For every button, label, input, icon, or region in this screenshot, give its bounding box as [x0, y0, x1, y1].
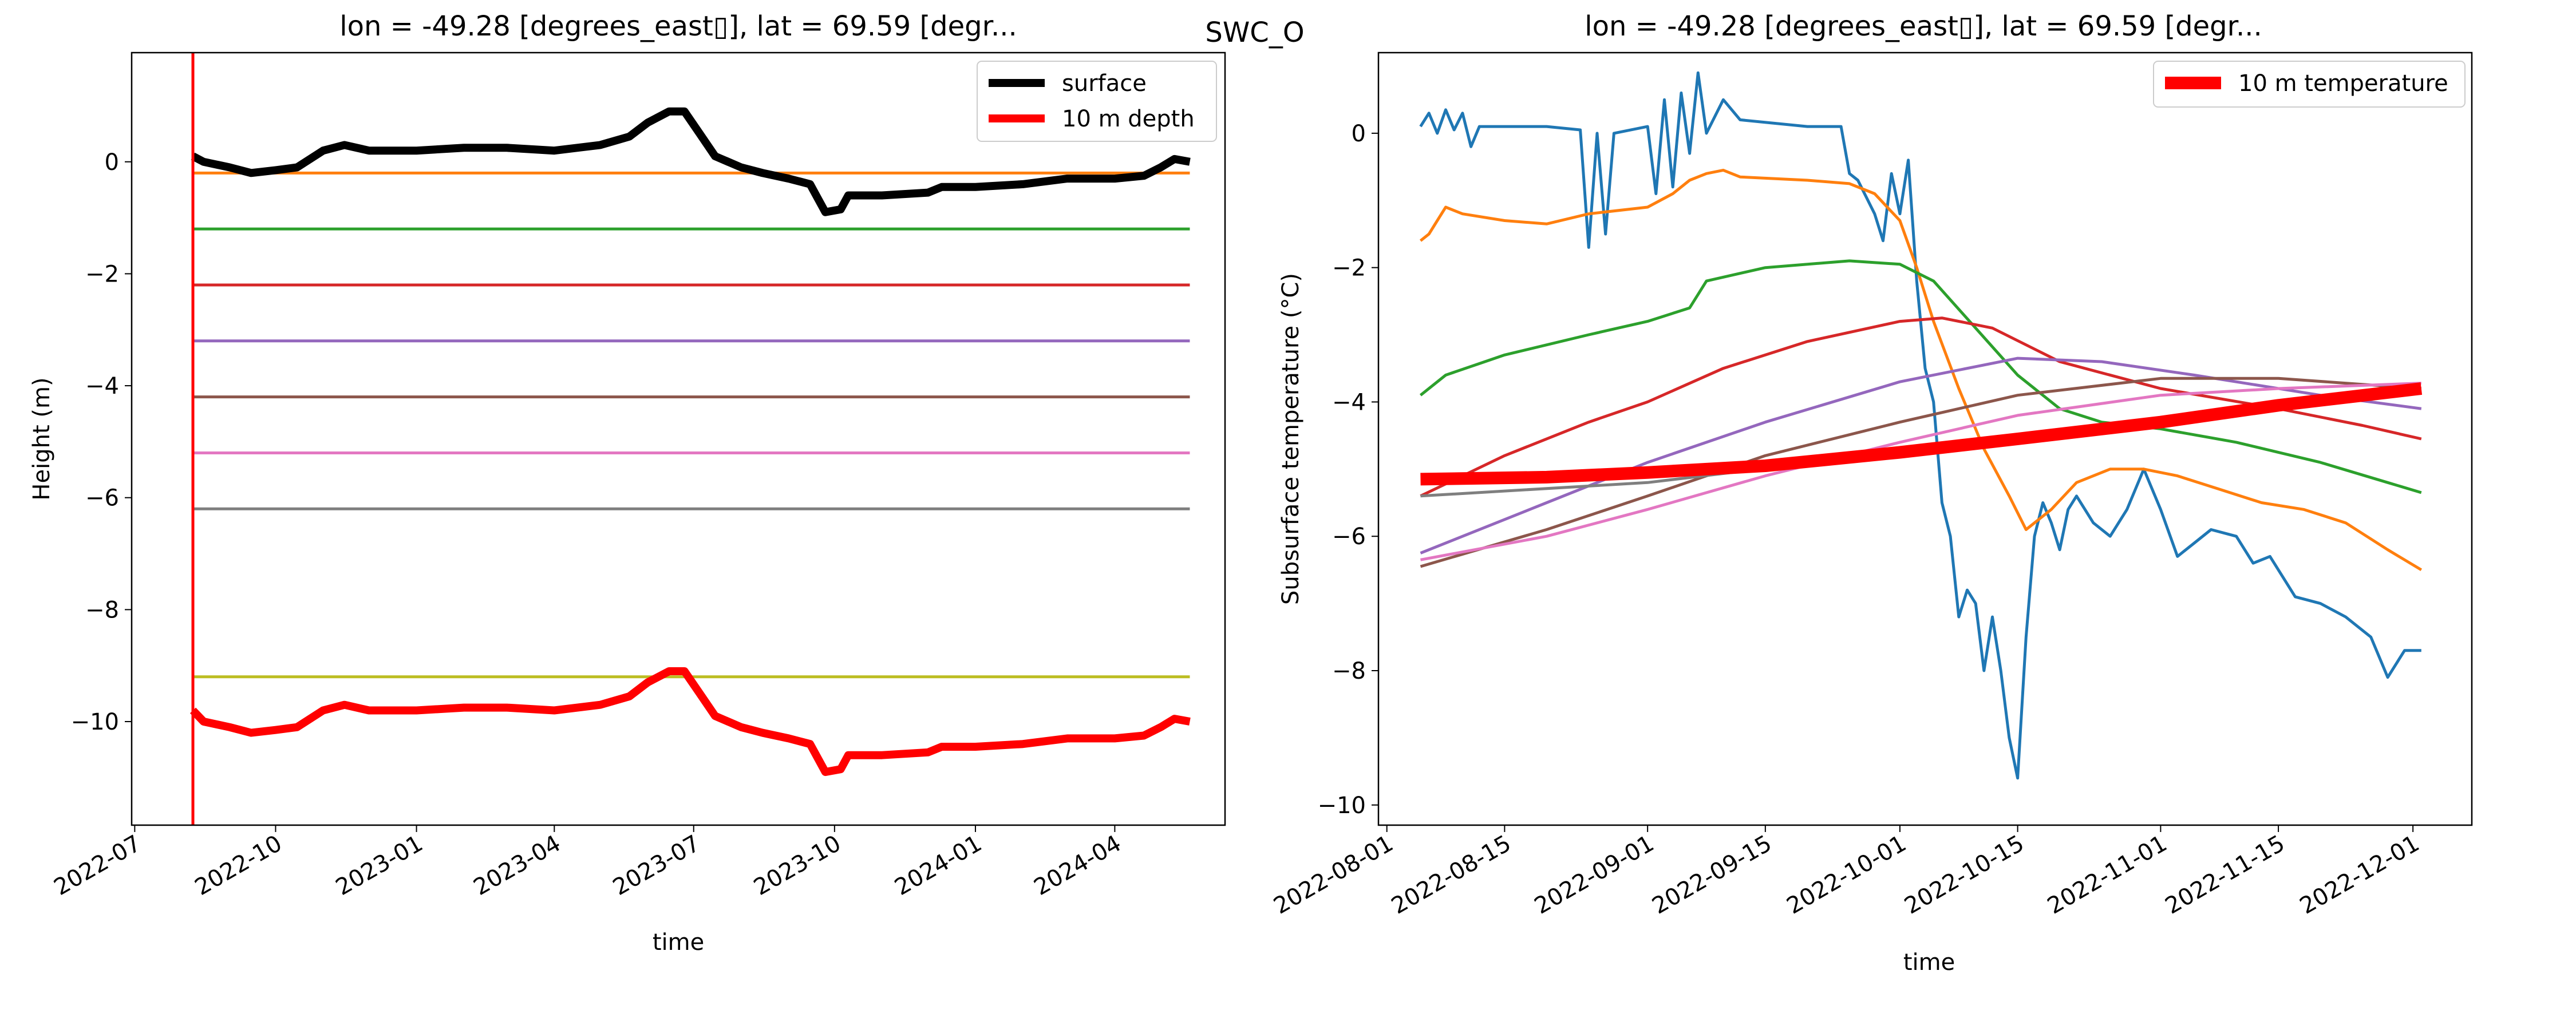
- height-chart-y-tick-label: −8: [85, 597, 119, 623]
- temperature-chart: lon = -49.28 [degrees_east▯], lat = 69.5…: [1269, 10, 2473, 976]
- height-chart-y-tick-label: −6: [85, 485, 119, 512]
- temperature-chart-y-tick-label: −10: [1318, 793, 1366, 819]
- temperature-depth-series-line: [1420, 356, 2422, 554]
- temperature-chart-x-tick-label: 2022-12-01: [2296, 830, 2424, 920]
- temperature-chart-x-label: time: [1903, 949, 1955, 976]
- figure-suptitle: SWC_O: [1205, 17, 1304, 49]
- temperature-chart-x-tick-label: 2022-11-15: [2161, 830, 2289, 920]
- temperature-chart-x-tick-label: 2022-09-01: [1530, 830, 1658, 920]
- height-chart-x-tick-label: 2023-07: [609, 830, 705, 901]
- height-chart-x-tick-label: 2024-04: [1030, 830, 1126, 901]
- height-chart-x-tick-label: 2022-07: [50, 830, 146, 901]
- temperature-chart-x-tick-label: 2022-08-01: [1269, 830, 1397, 920]
- height-chart-plot-area: [189, 53, 1191, 825]
- temperature-chart-x-tick-label: 2022-10-01: [1783, 830, 1911, 920]
- surface-series-line: [191, 107, 1191, 216]
- height-chart-y-ticks: 0 −2 −4 −6 −8 −10: [71, 149, 132, 735]
- legend-label-surface: surface: [1062, 70, 1147, 97]
- height-chart-x-ticks: 2022-07 2022-10 2023-01 2023-04 2023-07 2023-…: [50, 825, 1126, 901]
- height-chart-x-tick-label: 2024-01: [890, 830, 986, 901]
- temperature-chart-legend-box: [2153, 61, 2466, 108]
- temperature-chart-legend: 10 m temperature: [2153, 61, 2466, 108]
- height-chart-y-tick-label: 0: [105, 149, 119, 176]
- temperature-chart-x-tick-label: 2022-11-01: [2043, 830, 2171, 920]
- height-chart-y-label: Height (m): [29, 377, 55, 500]
- height-chart-x-tick-label: 2023-01: [331, 830, 428, 901]
- temperature-chart-y-tick-label: −4: [1332, 389, 1366, 415]
- legend-label-10m-depth: 10 m depth: [1062, 106, 1195, 132]
- height-chart-x-label: time: [653, 929, 704, 956]
- height-chart-x-tick-label: 2023-10: [749, 830, 846, 901]
- temperature-chart-y-ticks: 0 −2 −4 −6 −8 −10: [1318, 121, 1378, 819]
- temperature-depth-series-line: [1419, 259, 2422, 494]
- height-chart-y-tick-label: −2: [85, 261, 119, 287]
- temperature-chart-y-tick-label: −2: [1332, 255, 1366, 282]
- temperature-chart-y-label: Subsurface temperature (°C): [1278, 273, 1304, 605]
- temperature-chart-x-tick-label: 2022-08-15: [1387, 830, 1515, 920]
- height-chart-y-tick-label: −10: [71, 709, 119, 735]
- temperature-chart-y-tick-label: 0: [1352, 121, 1366, 147]
- temperature-chart-y-tick-label: −8: [1332, 658, 1366, 684]
- height-chart-x-tick-label: 2022-10: [191, 830, 287, 901]
- height-chart-title: lon = -49.28 [degrees_east▯], lat = 69.5…: [339, 10, 1017, 42]
- depth-10m-series-line: [189, 667, 1191, 777]
- temperature-depth-series-line: [1419, 168, 2423, 572]
- legend-label-10m-temperature: 10 m temperature: [2238, 70, 2448, 97]
- height-chart-frame: [131, 52, 1226, 826]
- temperature-depth-series-line: [1420, 382, 2421, 561]
- temperature-chart-x-tick-label: 2022-10-15: [1900, 830, 2028, 920]
- temperature-chart-plot-area: [1419, 71, 2423, 780]
- temperature-chart-y-tick-label: −6: [1332, 524, 1366, 550]
- temperature-chart-title: lon = -49.28 [degrees_east▯], lat = 69.5…: [1585, 10, 2262, 42]
- temperature-chart-frame: [1377, 52, 2473, 826]
- temperature-chart-x-tick-label: 2022-09-15: [1648, 830, 1776, 920]
- temperature-depth-series-line: [1420, 377, 2421, 568]
- height-chart: lon = -49.28 [degrees_east▯], lat = 69.5…: [29, 10, 1226, 956]
- height-chart-legend: surface 10 m depth: [977, 61, 1217, 142]
- 10m-temperature-series-line: [1420, 382, 2423, 486]
- height-chart-x-tick-label: 2023-04: [469, 830, 566, 901]
- temperature-depth-series-line: [1419, 71, 2421, 780]
- height-chart-y-tick-label: −4: [85, 373, 119, 399]
